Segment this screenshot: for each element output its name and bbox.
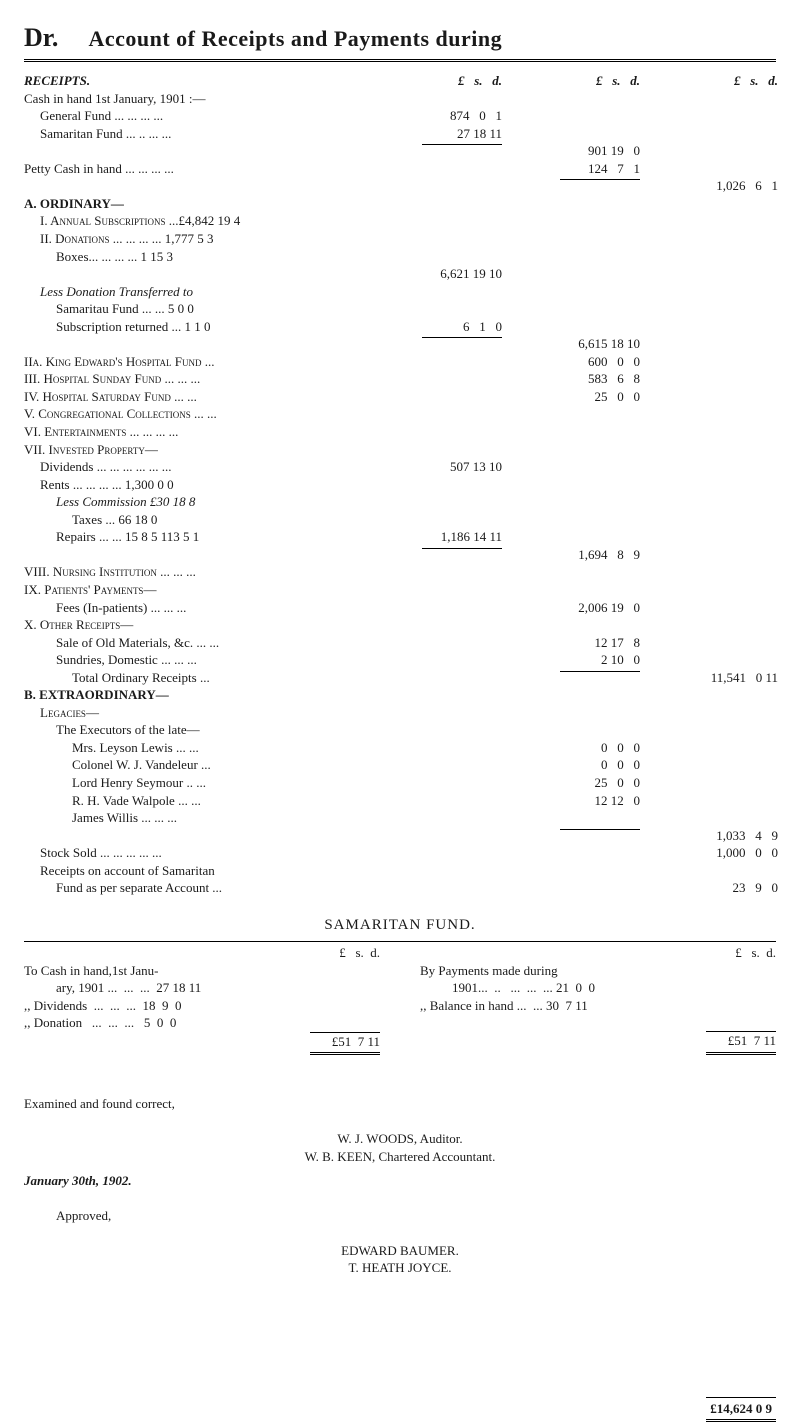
ary-1901: ary, 1901 ... ... ... 27 18 11 [24, 979, 201, 997]
iv-val: 25 0 0 [510, 388, 640, 406]
vii: VII. Invested Property— [24, 441, 364, 459]
y1901: 1901... .. ... ... ... 21 0 0 [420, 979, 595, 997]
total-ordinary: Total Ordinary Receipts ... [24, 669, 364, 687]
tot1: 1,026 6 1 [648, 177, 778, 195]
vi: VI. Entertainments ... ... ... ... [24, 423, 364, 441]
colonel-val: 0 0 0 [510, 756, 640, 774]
a-total: 6,615 18 10 [510, 335, 640, 353]
receipts-sam-val: 23 9 0 [648, 879, 778, 897]
rh-vade-val: 12 12 0 [510, 792, 640, 810]
iia-val: 600 0 0 [510, 353, 640, 371]
samaritan-fund-val: 27 18 11 [372, 125, 502, 143]
executors: The Executors of the late— [24, 721, 364, 739]
sundries-val: 2 10 0 [510, 651, 640, 669]
general-fund: General Fund ... ... ... ... [24, 107, 364, 125]
general-fund-val: 874 0 1 [372, 107, 502, 125]
dr-label: Dr. [24, 20, 58, 55]
sam-lsd-right: £ s. d. [735, 944, 776, 962]
sale-old-val: 12 17 8 [510, 634, 640, 652]
taxes: Taxes ... 66 18 0 [24, 511, 364, 529]
v: V. Congregational Collections ... ... [24, 405, 364, 423]
receipts-sam1: Receipts on account of Samaritan [24, 862, 364, 880]
sam-dividends: ,, Dividends ... ... ... 18 9 0 [24, 997, 181, 1015]
iii-val: 583 6 8 [510, 370, 640, 388]
sam-lsd-left: £ s. d. [339, 944, 380, 962]
samaritan-table: £ s. d. To Cash in hand,1st Janu- ary, 1… [24, 944, 776, 1055]
boxes: Boxes... ... ... ... 1 15 3 [24, 248, 364, 266]
fees-val: 2,006 19 0 [510, 599, 640, 617]
ledger-table: RECEIPTS. £ s. d. £ s. d. £ s. d. Cash i… [24, 72, 776, 897]
subs-returned-val: 6 1 0 [372, 318, 502, 336]
lord-henry-val: 25 0 0 [510, 774, 640, 792]
sundries: Sundries, Domestic ... ... ... [24, 651, 364, 669]
edward-baumer: EDWARD BAUMER. [24, 1242, 776, 1260]
iii: III. Hospital Sunday Fund ... ... ... [24, 370, 364, 388]
donations: II. Donations ... ... ... ... 1,777 5 3 [24, 230, 364, 248]
auditor-woods: W. J. WOODS, Auditor. [24, 1130, 776, 1148]
repairs-val: 1,186 14 11 [372, 528, 502, 546]
x: X. Other Receipts— [24, 616, 364, 634]
title-row: Dr. Account of Receipts and Payments dur… [24, 20, 776, 55]
rents: Rents ... ... ... ... 1,300 0 0 [24, 476, 364, 494]
sub1: 901 19 0 [510, 142, 640, 160]
repairs: Repairs ... ... 15 8 5 113 5 1 [24, 528, 364, 546]
legacies: Legacies— [24, 704, 364, 722]
lsd-header-3: £ s. d. [510, 72, 640, 90]
iia: IIa. King Edward's Hospital Fund ... [24, 353, 364, 371]
ix: IX. Patients' Payments— [24, 581, 364, 599]
to-cash: To Cash in hand,1st Janu- [24, 962, 380, 980]
total-ordinary-val: 11,541 0 11 [648, 669, 778, 687]
sam-fund-line: Samaritau Fund ... ... 5 0 0 [24, 300, 364, 318]
james-willis: James Willis ... ... ... [24, 809, 364, 827]
section-b: B. EXTRAORDINARY— [24, 686, 364, 704]
dividends-val: 507 13 10 [372, 458, 502, 476]
accountant-keen: W. B. KEEN, Chartered Accountant. [24, 1148, 776, 1166]
fees: Fees (In-patients) ... ... ... [24, 599, 364, 617]
mrs-leyson-val: 0 0 0 [510, 739, 640, 757]
petty-cash: Petty Cash in hand ... ... ... ... [24, 160, 364, 178]
stock-sold: Stock Sold ... ... ... ... ... [24, 844, 364, 862]
petty-cash-val: 124 7 1 [510, 160, 640, 178]
lsd-header-4: £ s. d. [648, 72, 778, 90]
balance-in-hand: ,, Balance in hand ... ... 30 7 11 [420, 997, 588, 1015]
approved: Approved, [24, 1207, 776, 1225]
signature-block: Examined and found correct, W. J. WOODS,… [24, 1095, 776, 1276]
iv: IV. Hospital Saturday Fund ... ... [24, 388, 364, 406]
samaritan-fund: Samaritan Fund ... .. ... ... [24, 125, 364, 143]
mrs-leyson: Mrs. Leyson Lewis ... ... [24, 739, 364, 757]
samaritan-title: SAMARITAN FUND. [24, 915, 776, 935]
stock-sold-val: 1,000 0 0 [648, 844, 778, 862]
by-payments: By Payments made during [420, 962, 776, 980]
heath-joyce: T. HEATH JOYCE. [24, 1259, 776, 1277]
receipts-sam2: Fund as per separate Account ... [24, 879, 364, 897]
receipts-header: RECEIPTS. [24, 72, 364, 90]
vii-total: 1,694 8 9 [510, 546, 640, 564]
january-date: January 30th, 1902. [24, 1172, 776, 1190]
section-a: A. ORDINARY— [24, 195, 364, 213]
examined: Examined and found correct, [24, 1095, 776, 1113]
sam-donation: ,, Donation ... ... ... 5 0 0 [24, 1014, 176, 1032]
lord-henry: Lord Henry Seymour .. ... [24, 774, 364, 792]
b-total: 1,033 4 9 [648, 827, 778, 845]
subs-returned: Subscription returned ... 1 1 0 [24, 318, 364, 336]
double-rule [24, 59, 776, 62]
dividends: Dividends ... ... ... ... ... ... [24, 458, 364, 476]
sale-old: Sale of Old Materials, &c. ... ... [24, 634, 364, 652]
less-donation: Less Donation Transferred to [24, 283, 364, 301]
cash-in-hand: Cash in hand 1st January, 1901 :— [24, 90, 364, 108]
thin-rule [24, 941, 776, 942]
less-commission: Less Commission £30 18 8 [24, 493, 364, 511]
rh-vade: R. H. Vade Walpole ... ... [24, 792, 364, 810]
grand-total: £14,624 0 9 [706, 1397, 776, 1422]
viii: VIII. Nursing Institution ... ... ... [24, 563, 364, 581]
annual-subs: I. Annual Subscriptions ...£4,842 19 4 [24, 212, 364, 230]
sam-total-left: £51 7 11 [332, 1033, 380, 1051]
a-sub: 6,621 19 10 [372, 265, 502, 283]
lsd-header-2: £ s. d. [372, 72, 502, 90]
sam-total-right: £51 7 11 [728, 1032, 776, 1050]
main-title: Account of Receipts and Payments during [88, 24, 502, 54]
colonel: Colonel W. J. Vandeleur ... [24, 756, 364, 774]
